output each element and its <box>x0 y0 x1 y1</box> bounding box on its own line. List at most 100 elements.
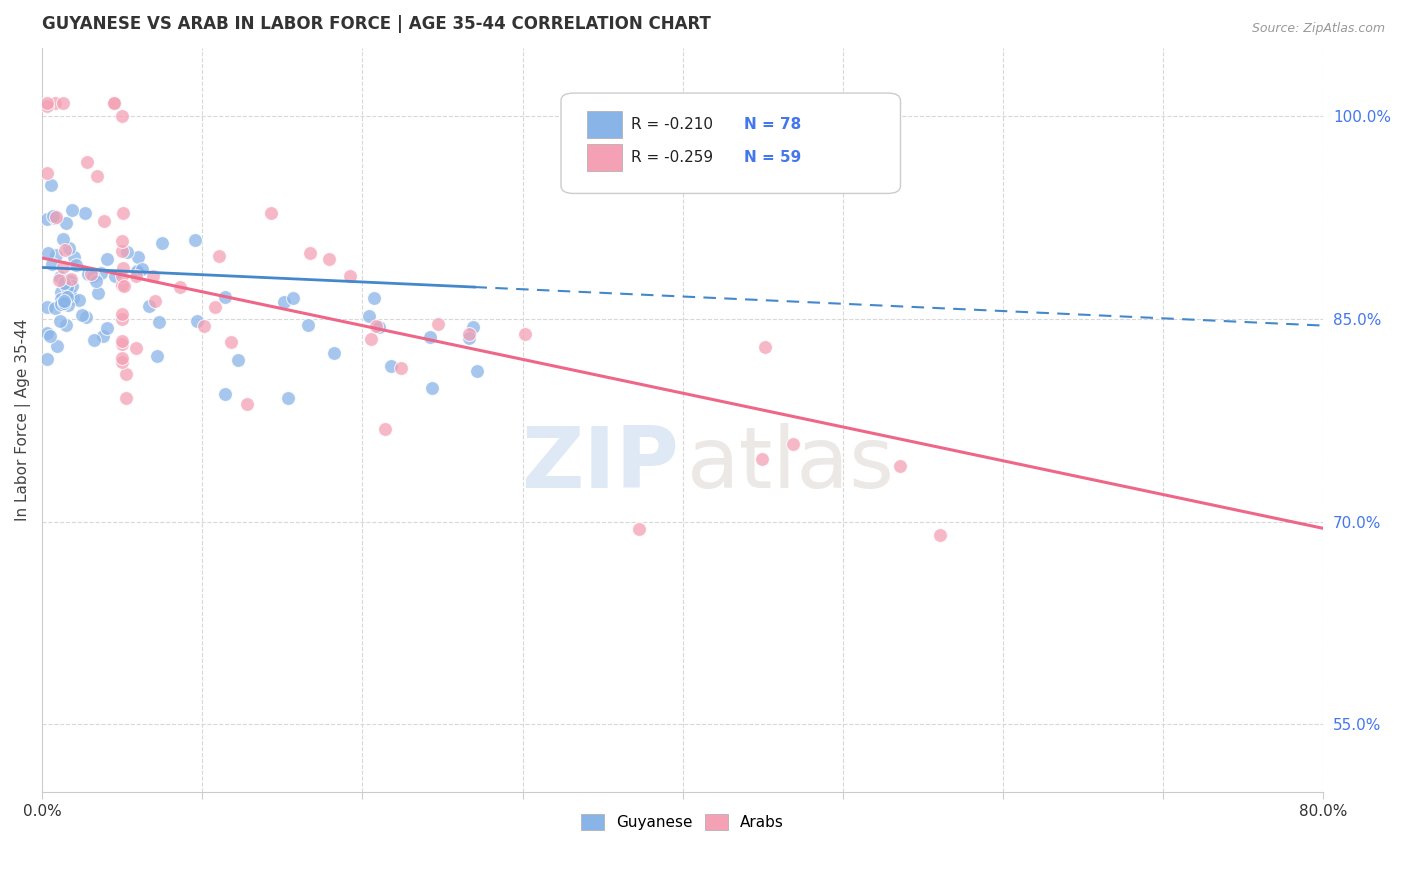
Point <box>45 211 67 225</box>
Point <box>60 279 83 293</box>
Point <box>204 300 226 314</box>
Point <box>45 248 67 262</box>
Point <box>281 291 304 305</box>
Point <box>44 95 66 110</box>
Point <box>91 328 114 343</box>
Point <box>35 98 58 112</box>
Point <box>44 301 66 315</box>
Point <box>111 206 134 220</box>
Point <box>49 314 72 328</box>
FancyBboxPatch shape <box>586 111 623 137</box>
Text: ZIP: ZIP <box>522 424 679 507</box>
Point <box>60 202 83 217</box>
Point <box>782 437 804 451</box>
Point <box>751 452 773 467</box>
Point <box>60 272 83 286</box>
Point <box>131 261 153 276</box>
Point <box>339 269 361 284</box>
Point <box>84 274 107 288</box>
Point <box>73 206 96 220</box>
Text: Source: ZipAtlas.com: Source: ZipAtlas.com <box>1251 22 1385 36</box>
Point <box>145 350 167 364</box>
Point <box>48 269 70 284</box>
Text: R = -0.210: R = -0.210 <box>631 117 713 132</box>
Point <box>76 267 98 281</box>
Point <box>186 313 208 327</box>
Point <box>76 155 98 169</box>
Point <box>124 268 146 283</box>
Point <box>65 258 87 272</box>
Y-axis label: In Labor Force | Age 35-44: In Labor Force | Age 35-44 <box>15 319 31 522</box>
Point <box>367 320 389 334</box>
Point <box>111 311 134 326</box>
Point <box>59 274 82 288</box>
Point <box>53 243 76 257</box>
Point <box>115 245 138 260</box>
Point <box>83 333 105 347</box>
FancyBboxPatch shape <box>586 145 623 171</box>
Point <box>277 391 299 405</box>
Point <box>63 250 86 264</box>
Point <box>48 273 70 287</box>
Point <box>125 264 148 278</box>
Point <box>214 386 236 401</box>
Point <box>318 252 340 267</box>
Point <box>86 285 108 300</box>
Text: N = 78: N = 78 <box>744 117 801 132</box>
Point <box>39 328 62 343</box>
Point <box>49 296 72 310</box>
Point <box>82 268 104 283</box>
Point <box>374 422 396 436</box>
Point <box>93 214 115 228</box>
Point <box>463 319 485 334</box>
Point <box>35 326 58 341</box>
Point <box>53 296 76 310</box>
Text: atlas: atlas <box>686 424 894 507</box>
Point <box>111 278 134 293</box>
Point <box>754 340 776 354</box>
Point <box>56 298 79 312</box>
Point <box>389 361 412 376</box>
Point <box>52 260 75 274</box>
Point <box>297 318 319 333</box>
Point <box>35 166 58 180</box>
Point <box>56 280 79 294</box>
Point <box>80 267 103 281</box>
Legend: Guyanese, Arabs: Guyanese, Arabs <box>575 808 790 837</box>
Point <box>41 257 63 271</box>
Point <box>219 335 242 350</box>
Point <box>363 292 385 306</box>
Point <box>103 95 125 110</box>
Point <box>193 318 215 333</box>
Point <box>184 233 207 247</box>
Point <box>52 294 75 309</box>
Point <box>127 250 149 264</box>
Point <box>72 308 94 322</box>
Text: GUYANESE VS ARAB IN LABOR FORCE | AGE 35-44 CORRELATION CHART: GUYANESE VS ARAB IN LABOR FORCE | AGE 35… <box>42 15 711 33</box>
Text: R = -0.259: R = -0.259 <box>631 150 714 165</box>
Point <box>138 299 160 313</box>
Point <box>127 265 149 279</box>
Point <box>928 528 950 542</box>
Point <box>111 351 134 366</box>
Point <box>515 327 537 342</box>
Point <box>35 351 58 366</box>
Point <box>143 293 166 308</box>
Point <box>236 397 259 411</box>
Point <box>458 331 481 345</box>
Point <box>111 244 134 258</box>
Point <box>52 95 75 110</box>
Point <box>90 266 112 280</box>
Point <box>46 339 69 353</box>
Point <box>75 310 97 324</box>
Point <box>426 317 449 331</box>
Point <box>35 300 58 314</box>
Point <box>55 290 77 304</box>
Point <box>111 354 134 368</box>
Point <box>115 391 138 405</box>
Point <box>111 334 134 348</box>
Point <box>37 245 59 260</box>
Point <box>465 364 488 378</box>
Point <box>104 268 127 283</box>
Point <box>323 346 346 360</box>
